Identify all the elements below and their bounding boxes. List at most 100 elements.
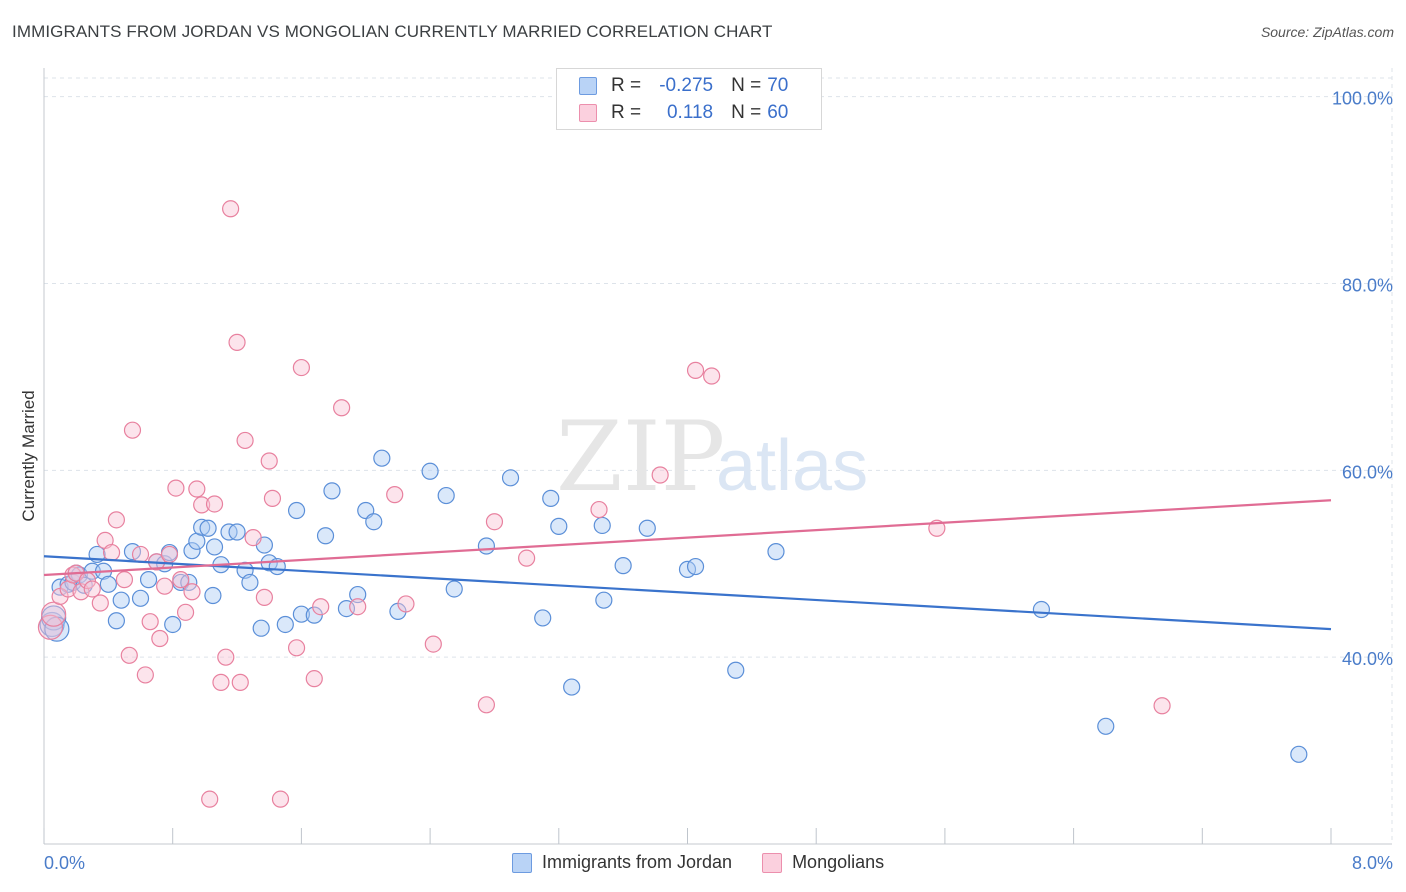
correlation-legend: R = -0.275 N = 70 R = 0.118 N = 60 <box>556 68 822 130</box>
watermark-zip: ZIP <box>556 401 725 513</box>
jordan-point <box>193 518 211 536</box>
legend-swatch-blue <box>512 852 532 873</box>
mongolian-point <box>424 635 442 653</box>
mongolian-point <box>123 421 142 439</box>
mongolian-point <box>244 528 262 547</box>
legend-swatch-pink <box>762 852 783 873</box>
mongolian-point <box>217 648 235 666</box>
jordan-point <box>373 449 391 467</box>
y-tick-label: 60.0% <box>1342 462 1393 482</box>
jordan-point <box>638 519 656 537</box>
jordan-point <box>107 612 125 630</box>
mongolian-point <box>271 790 290 808</box>
mongolian-point <box>231 673 249 691</box>
trend-lines <box>43 499 1332 631</box>
mongolian-point <box>260 452 278 470</box>
series-legend-jordan: Immigrants from Jordan <box>512 852 732 873</box>
x-tick-label: 8.0% <box>1352 853 1393 873</box>
mongolian-point <box>107 511 125 529</box>
jordan-point <box>501 469 520 487</box>
tick-labels: 40.0% 60.0% 80.0% 100.0% 0.0% 8.0% Currently M… <box>19 89 1393 873</box>
mongolian-point <box>212 673 230 691</box>
jordan-point <box>1032 600 1051 619</box>
jordan-point <box>112 591 130 609</box>
legend-row-mongolians: R = 0.118 N = 60 <box>579 102 788 124</box>
jordan-point <box>131 589 150 607</box>
jordan-trend-line <box>43 555 1332 631</box>
mongolian-point <box>102 543 121 562</box>
mongolian-point <box>703 367 721 385</box>
jordan-point <box>1290 745 1308 763</box>
jordan-point <box>204 586 222 605</box>
y-tick-label: 100.0% <box>1332 89 1393 109</box>
jordan-point <box>686 557 705 576</box>
jordan-point <box>241 573 259 592</box>
jordan-point <box>767 543 785 561</box>
mongolian-point <box>222 200 240 218</box>
axes <box>43 68 1392 845</box>
series-legend-label: Mongolians <box>792 852 885 872</box>
jordan-point <box>1097 717 1115 735</box>
legend-r-label: R = <box>611 102 642 123</box>
y-tick-label: 80.0% <box>1342 276 1393 296</box>
mongolian-point <box>176 603 195 621</box>
watermark-atlas: atlas <box>716 426 868 506</box>
jordan-point <box>445 580 463 598</box>
legend-n-label: N = <box>731 102 762 123</box>
jordan-point <box>727 661 745 679</box>
legend-r-label: R = <box>611 75 642 96</box>
legend-row-jordan: R = -0.275 N = 70 <box>579 75 788 97</box>
jordan-point <box>292 605 310 623</box>
x-tick-label: 0.0% <box>44 853 85 873</box>
legend-r-value: -0.275 <box>659 75 714 96</box>
jordan-point <box>205 538 224 556</box>
mongolian-point <box>477 696 496 714</box>
mongolian-point <box>686 361 705 379</box>
mongolian-point <box>287 639 306 657</box>
mongolian-point <box>333 399 351 417</box>
jordan-point <box>365 513 383 531</box>
mongolian-point <box>312 598 330 616</box>
mongolian-point <box>485 513 504 531</box>
mongolian-point <box>228 333 246 351</box>
legend-n-label: N = <box>731 75 762 96</box>
jordan-point <box>477 537 496 555</box>
legend-n-value: 70 <box>767 75 789 96</box>
jordan-point <box>287 501 306 520</box>
jordan-point <box>595 591 613 609</box>
mongolian-point <box>167 479 185 497</box>
jordan-point <box>228 523 246 541</box>
jordan-point <box>276 615 294 634</box>
chart-title: IMMIGRANTS FROM JORDAN VS MONGOLIAN CURR… <box>12 22 773 41</box>
series-legend: Immigrants from Jordan Mongolians <box>512 852 914 873</box>
jordan-point <box>614 557 632 575</box>
mongolian-point <box>193 496 211 514</box>
jordan-point <box>563 678 581 696</box>
mongolian-point <box>518 549 536 567</box>
mongolian-point <box>263 489 282 507</box>
mongolian-point <box>83 580 101 598</box>
mongolian-point <box>201 790 219 808</box>
mongolian-point <box>397 595 415 613</box>
mongolian-point <box>292 358 310 377</box>
series-legend-mongolians: Mongolians <box>762 852 884 873</box>
grid-lines <box>44 68 1393 844</box>
jordan-point <box>99 575 117 593</box>
jordan-point <box>542 489 560 507</box>
jordan-point <box>139 571 158 589</box>
mongolian-point <box>590 500 608 519</box>
jordan-point <box>199 519 217 537</box>
legend-swatch-pink <box>579 104 597 122</box>
jordan-point <box>437 486 455 505</box>
jordan-point <box>534 609 552 627</box>
mongolian-point <box>183 583 201 601</box>
series-legend-label: Immigrants from Jordan <box>542 852 733 872</box>
jordan-point <box>349 585 367 604</box>
mongolian-point <box>131 545 150 564</box>
legend-swatch-blue <box>579 77 597 95</box>
mongolian-point <box>1153 697 1171 715</box>
legend-r-value: 0.118 <box>666 102 714 123</box>
mongolian-point <box>349 598 367 616</box>
mongolian-point <box>386 486 404 504</box>
